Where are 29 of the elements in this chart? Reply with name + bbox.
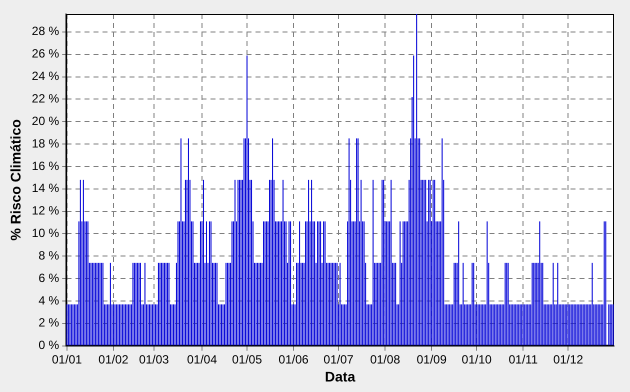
y-tick-label: 26 %	[32, 46, 60, 61]
x-tick-label: 01/06	[278, 352, 309, 366]
y-tick-label: 22 %	[32, 92, 60, 106]
y-axis-title: % Risco Climático	[7, 119, 24, 241]
y-tick-label: 16 %	[32, 158, 60, 173]
y-tick-label: 10 %	[32, 226, 60, 240]
x-tick-label: 01/03	[138, 352, 170, 366]
x-tick-label: 01/05	[232, 352, 262, 366]
y-tick-label: 14 %	[32, 181, 60, 196]
y-tick-label: 0 %	[38, 338, 60, 352]
x-tick-label: 01/10	[462, 352, 492, 366]
x-tick-label: 01/11	[508, 352, 538, 366]
y-tick-label: 6 %	[38, 270, 60, 285]
y-tick-label: 28 %	[32, 24, 60, 38]
x-tick-label: 01/02	[98, 352, 129, 366]
x-tick-label: 01/12	[553, 352, 584, 366]
x-tick-label: 01/08	[370, 352, 400, 366]
x-tick-label: 01/07	[324, 352, 354, 366]
y-tick-label: 24 %	[32, 69, 60, 84]
x-axis-title: Data	[324, 368, 356, 384]
y-tick-label: 8 %	[38, 248, 60, 262]
x-tick-label: 01/04	[186, 352, 218, 366]
x-tick-label: 01/09	[416, 352, 447, 366]
y-tick-label: 12 %	[32, 204, 60, 218]
y-tick-label: 20 %	[32, 114, 60, 128]
y-tick-label: 2 %	[38, 316, 60, 330]
y-tick-label: 18 %	[32, 136, 60, 150]
y-tick-label: 4 %	[38, 293, 60, 308]
x-tick-label: 01/01	[52, 352, 82, 366]
